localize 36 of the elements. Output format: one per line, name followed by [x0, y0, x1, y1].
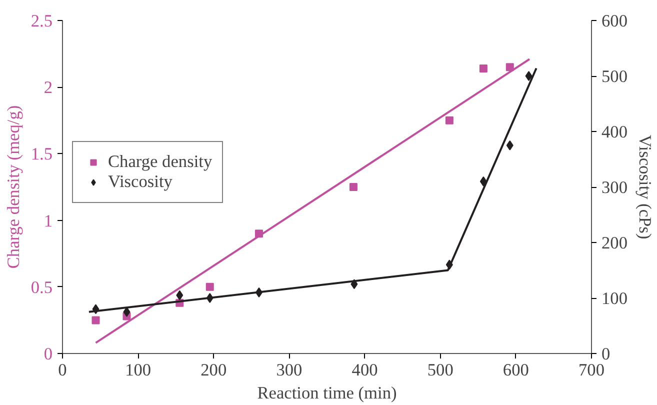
point — [206, 282, 214, 291]
point — [525, 71, 532, 81]
y2-tick-label: 300 — [602, 178, 628, 197]
x-tick-label: 0 — [58, 360, 67, 380]
x-tick-label: 600 — [502, 360, 529, 380]
y2-tick-label: 600 — [602, 12, 628, 30]
point — [123, 306, 130, 317]
point — [445, 116, 454, 124]
y2-tick-label: 100 — [602, 289, 628, 308]
point — [506, 63, 514, 72]
x-tick-label: 700 — [578, 360, 605, 380]
point — [349, 183, 358, 191]
y2-tick-label: 0 — [602, 344, 610, 364]
y-tick-label: 1.5 — [30, 144, 53, 164]
y-tick-label: 0.5 — [30, 278, 53, 297]
y2-tick-label: 500 — [602, 67, 628, 86]
y2-tick-label: 400 — [602, 122, 628, 142]
y-tick-label: 2 — [44, 78, 53, 98]
point — [506, 140, 514, 150]
legend-label: Viscosity — [108, 172, 172, 192]
point — [479, 64, 488, 72]
point — [92, 316, 100, 324]
y-tick-label: 1 — [44, 211, 53, 230]
point — [176, 290, 184, 300]
y2-tick-label: 200 — [602, 234, 628, 252]
x-axis-title: Reaction time (min) — [257, 384, 398, 402]
y-tick-label: 2.5 — [30, 12, 53, 30]
y2-axis-title: Viscosity (cPs) — [635, 134, 654, 240]
x-tick-label: 400 — [352, 360, 378, 380]
y-axis-title: Charge density (meq/g) — [4, 105, 23, 269]
x-tick-label: 200 — [200, 360, 227, 380]
x-tick-label: 100 — [125, 360, 152, 380]
x-tick-label: 300 — [276, 360, 302, 380]
x-tick-label: 500 — [427, 360, 454, 380]
y-tick-label: 0 — [44, 344, 53, 364]
legend-label: Charge density — [108, 152, 212, 172]
